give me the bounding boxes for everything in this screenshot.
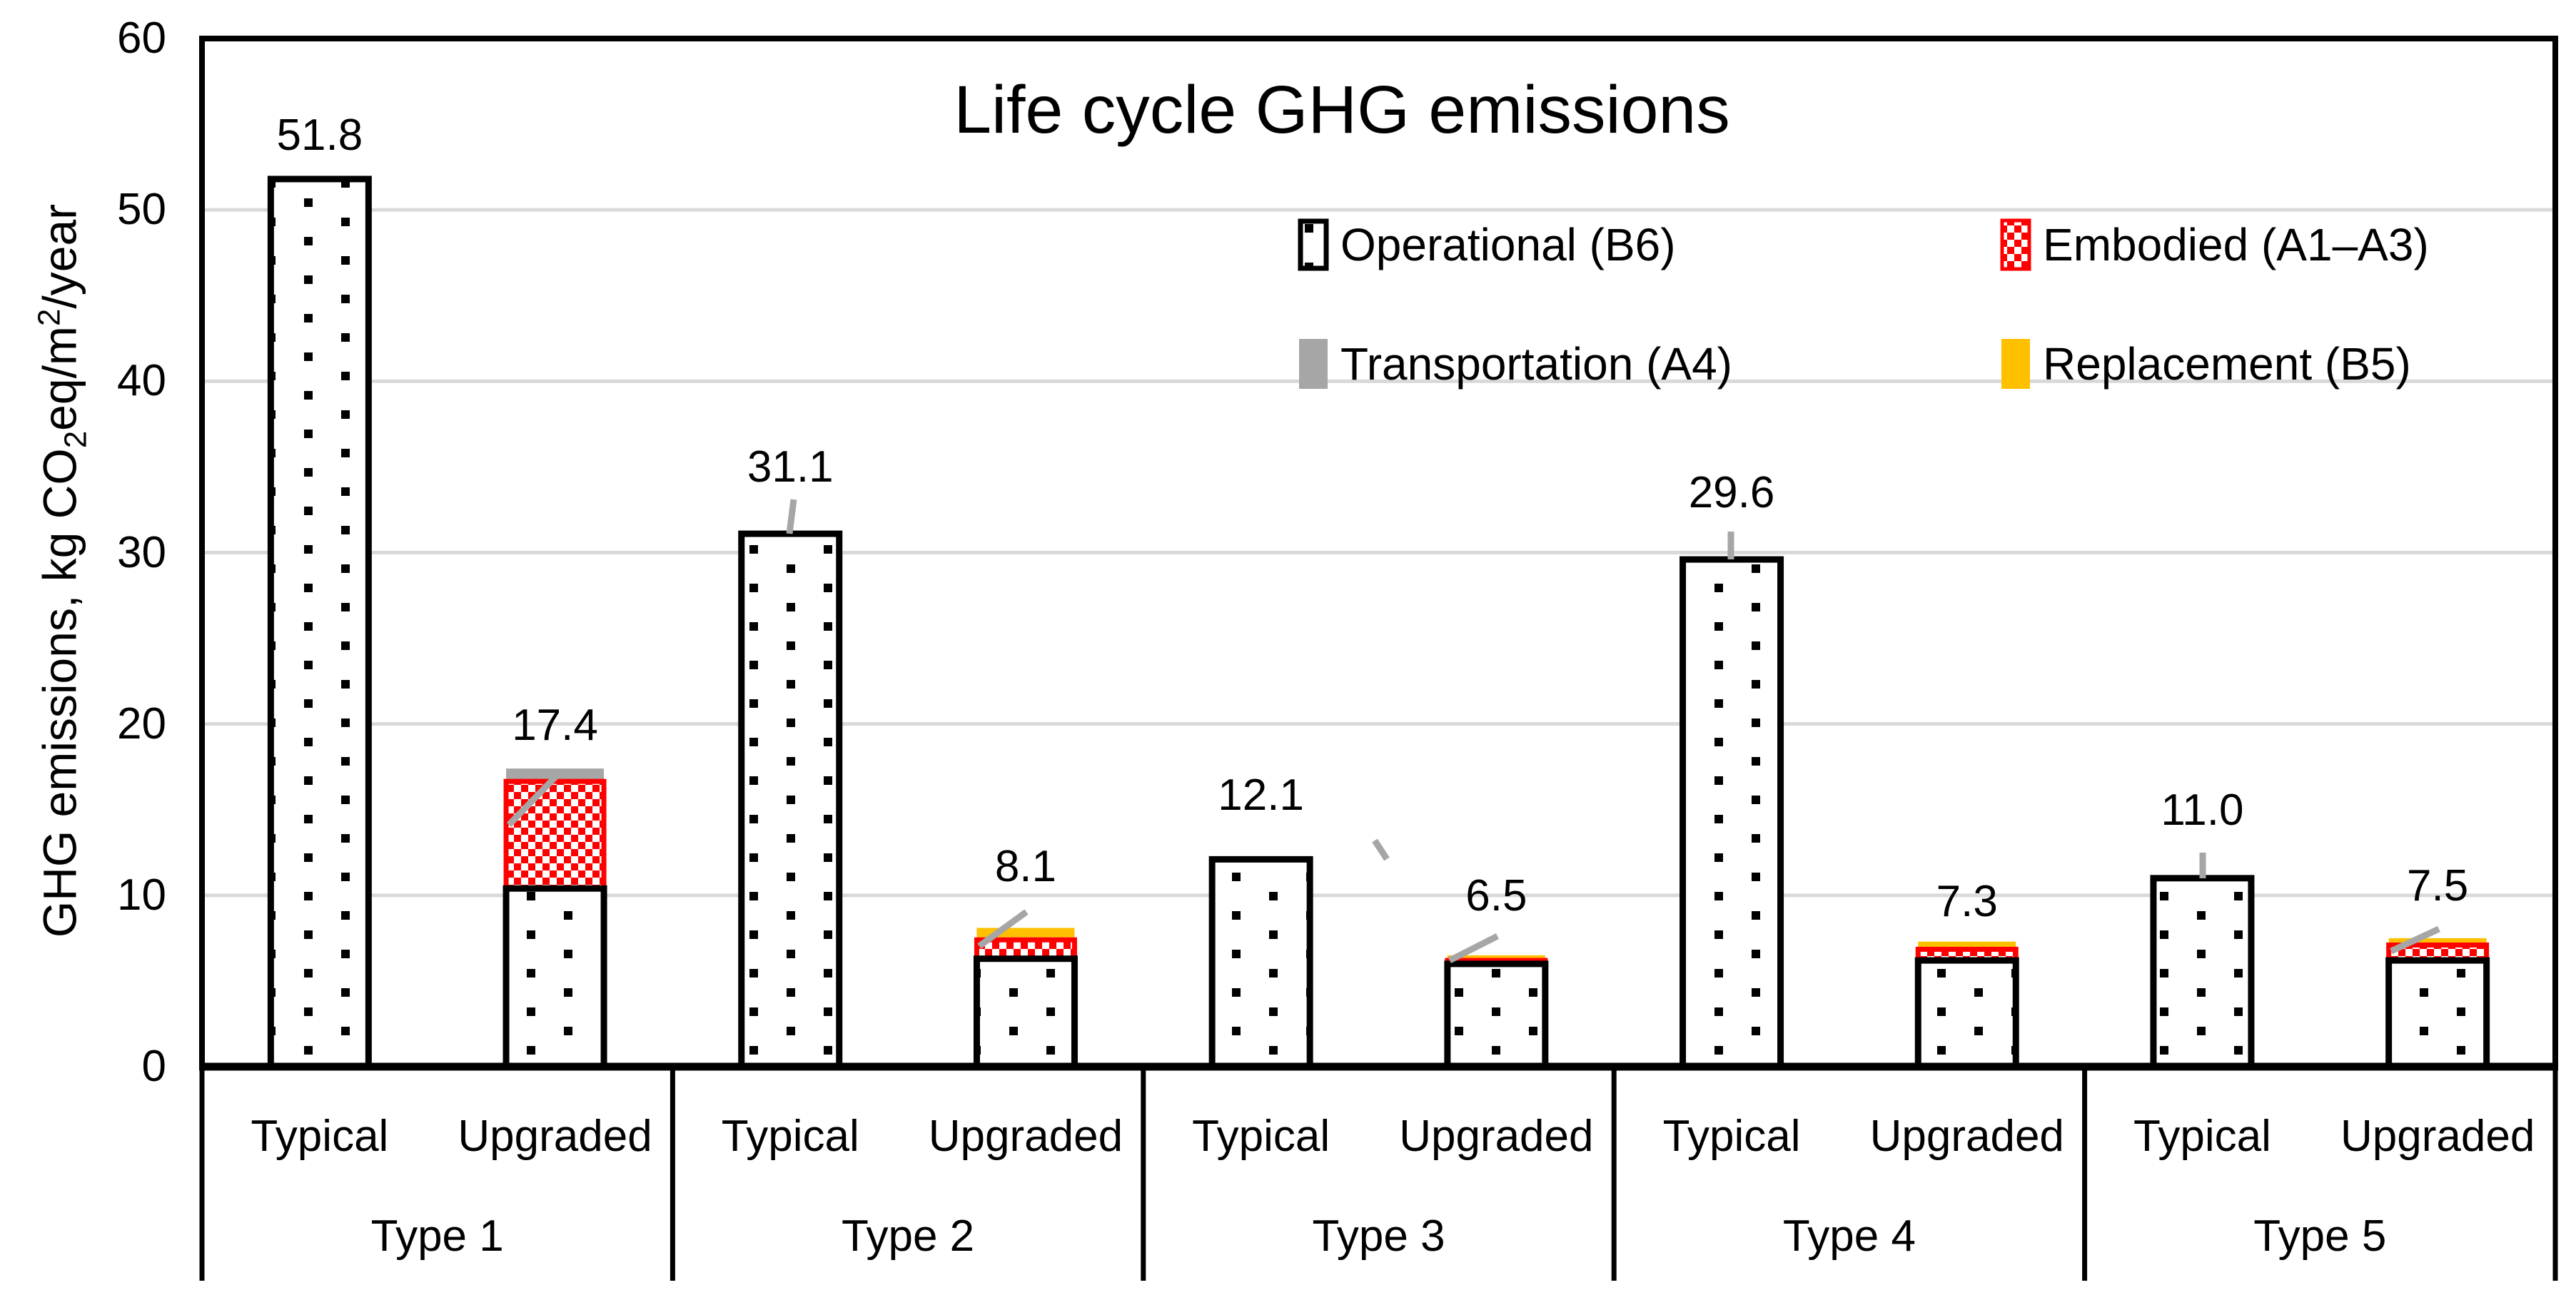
x-label-upgraded-3: Upgraded [1869,1112,2064,1161]
bar-Type4-upgraded [1914,941,2019,1070]
y-tick-0: 0 [141,1042,166,1091]
value-label-7.5: 7.5 [2407,860,2469,910]
x-group-label-4: Type 4 [1782,1212,1916,1261]
bar-Type5-upgraded [2385,938,2490,1070]
x-label-typical-3: Typical [1662,1112,1801,1161]
value-label-29.6: 29.6 [1688,468,1775,518]
legend-item-replacement: Replacement (B5) [2000,337,2411,390]
segment-replacement [1447,955,1545,961]
legend-item-operational: Operational (B6) [1298,218,1676,271]
operational-swatch-icon [1298,218,1329,271]
y-tick-20: 20 [117,699,166,748]
segment-operational [502,885,607,1070]
segment-operational [2385,957,2490,1070]
y-tick-10: 10 [117,870,166,920]
value-label-12.1: 12.1 [1218,771,1304,821]
transportation-swatch-icon [1299,339,1328,389]
legend-label-replacement: Replacement (B5) [2043,338,2411,390]
x-label-typical-2: Typical [1192,1112,1330,1161]
bar-Type3-upgraded [1444,955,1549,1070]
value-label-31.1: 31.1 [747,442,834,492]
x-label-typical-4: Typical [2133,1112,2271,1161]
leader-line-5 [1448,933,1500,964]
x-group-label-1: Type 1 [370,1212,504,1261]
y-tick-60: 60 [117,14,166,63]
legend-item-transportation: Transportation (A4) [1298,337,1732,390]
leader-line-2 [786,499,797,534]
legend-label-embodied: Embodied (A1–A3) [2043,219,2429,270]
value-label-17.4: 17.4 [512,701,598,751]
legend-label-operational: Operational (B6) [1340,219,1676,270]
x-label-typical-0: Typical [251,1112,389,1161]
segment-operational [1444,960,1549,1070]
segment-operational [1914,957,2019,1070]
replacement-swatch-icon [2001,339,2030,389]
chart-title: Life cycle GHG emissions [954,72,1730,148]
x-label-upgraded-2: Upgraded [1399,1112,1594,1161]
bar-Type1-typical [267,176,372,1070]
leader-line-3 [977,909,1029,949]
segment-replacement [1918,941,2016,949]
segment-operational [2150,875,2255,1070]
segment-embodied [503,778,607,891]
legend-item-embodied: Embodied (A1–A3) [2000,218,2429,271]
x-group-label-5: Type 5 [2253,1212,2387,1261]
segment-operational [1208,855,1313,1070]
value-label-6.5: 6.5 [1465,870,1527,920]
leader-line-9 [2390,925,2440,955]
segment-operational [267,176,372,1070]
leader-line-1 [506,771,562,828]
value-label-51.8: 51.8 [276,110,363,160]
x-group-label-3: Type 3 [1312,1212,1445,1261]
legend-label-transportation: Transportation (A4) [1340,338,1732,390]
leader-line-4 [1372,838,1390,861]
value-label-8.1: 8.1 [994,842,1057,892]
segment-operational [738,530,843,1070]
bar-Type2-upgraded [973,928,1078,1070]
embodied-swatch-icon [2000,218,2031,271]
x-label-upgraded-0: Upgraded [458,1112,652,1161]
bar-Type5-typical [2150,875,2255,1070]
segment-operational [973,955,1078,1070]
x-label-upgraded-1: Upgraded [928,1112,1123,1161]
bar-Type3-typical [1208,855,1313,1070]
y-tick-40: 40 [117,356,166,406]
x-label-upgraded-4: Upgraded [2340,1112,2535,1161]
bar-Type1-upgraded [502,768,607,1070]
value-label-7.3: 7.3 [1936,876,1998,926]
bar-Type2-typical [738,530,843,1070]
y-tick-30: 30 [117,527,166,577]
segment-replacement [2388,938,2487,944]
x-label-typical-1: Typical [721,1112,859,1161]
x-group-label-2: Type 2 [842,1212,975,1261]
bar-Type4-typical [1680,556,1784,1070]
y-tick-50: 50 [117,185,166,235]
segment-operational [1680,556,1784,1070]
value-label-11.0: 11.0 [2161,785,2244,835]
